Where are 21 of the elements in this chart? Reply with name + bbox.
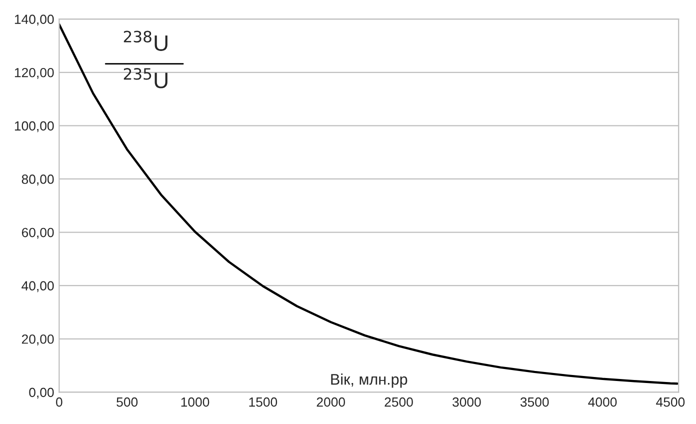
x-tick-label: 2000 (316, 397, 346, 407)
y-tick-label: 80,00 (22, 174, 54, 186)
x-tick-label: 4000 (588, 397, 617, 407)
y-tick-label: 40,00 (22, 281, 54, 292)
x-axis-title: Вік, млн.рр (331, 374, 408, 388)
x-tick-label: 4500 (656, 397, 685, 407)
y-tick-label: 120,00 (14, 68, 54, 79)
y-tick-label: 0,00 (29, 388, 54, 399)
y-tick-label: 60,00 (22, 228, 54, 239)
annotation: $^{235}$U (124, 68, 168, 88)
x-tick-label: 500 (116, 397, 138, 407)
x-tick-label: 1500 (249, 397, 278, 407)
x-tick-label: 3000 (452, 397, 481, 407)
x-tick-label: 1000 (181, 397, 210, 407)
y-tick-label: 140,00 (14, 14, 54, 26)
annotation: $^{238}$U (124, 30, 168, 51)
y-tick-label: 20,00 (22, 334, 54, 346)
x-tick-label: 2500 (384, 397, 413, 407)
y-tick-label: 100,00 (14, 121, 54, 132)
x-tick-label: 0 (56, 397, 62, 407)
x-tick-label: 3500 (520, 397, 549, 407)
